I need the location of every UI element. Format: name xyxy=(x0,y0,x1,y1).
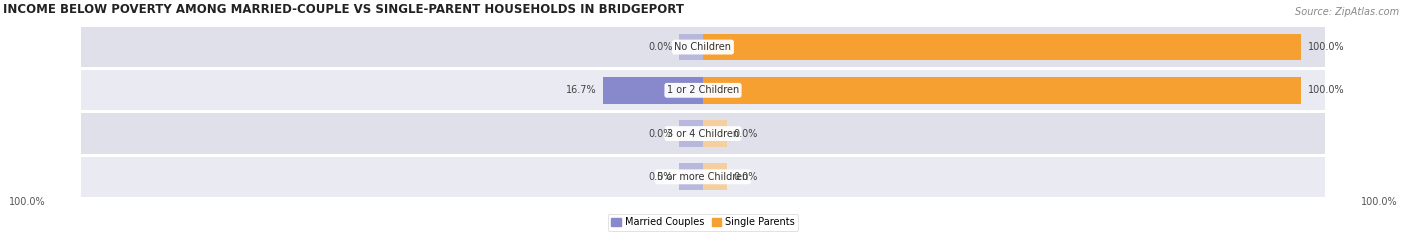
Text: 0.0%: 0.0% xyxy=(648,42,673,52)
Bar xyxy=(679,34,703,61)
Bar xyxy=(703,34,1302,61)
Bar xyxy=(703,34,727,61)
Bar xyxy=(80,113,1326,154)
Bar xyxy=(679,120,703,147)
Text: 3 or 4 Children: 3 or 4 Children xyxy=(666,129,740,139)
Bar xyxy=(679,77,703,104)
Bar xyxy=(703,77,1302,104)
Bar xyxy=(703,120,727,147)
Bar xyxy=(80,157,1326,197)
Text: 0.0%: 0.0% xyxy=(648,172,673,182)
Bar xyxy=(703,163,727,190)
Bar xyxy=(679,163,703,190)
Text: 0.0%: 0.0% xyxy=(648,129,673,139)
Bar xyxy=(80,70,1326,110)
Bar xyxy=(603,77,703,104)
Text: No Children: No Children xyxy=(675,42,731,52)
Text: 5 or more Children: 5 or more Children xyxy=(658,172,748,182)
Text: Source: ZipAtlas.com: Source: ZipAtlas.com xyxy=(1295,7,1399,17)
Bar xyxy=(703,77,727,104)
Legend: Married Couples, Single Parents: Married Couples, Single Parents xyxy=(607,214,799,231)
Text: 100.0%: 100.0% xyxy=(8,197,45,207)
Text: 0.0%: 0.0% xyxy=(733,172,758,182)
Text: 100.0%: 100.0% xyxy=(1308,42,1344,52)
Text: 0.0%: 0.0% xyxy=(733,129,758,139)
Bar xyxy=(80,27,1326,67)
Text: 16.7%: 16.7% xyxy=(567,85,598,95)
Text: 1 or 2 Children: 1 or 2 Children xyxy=(666,85,740,95)
Text: INCOME BELOW POVERTY AMONG MARRIED-COUPLE VS SINGLE-PARENT HOUSEHOLDS IN BRIDGEP: INCOME BELOW POVERTY AMONG MARRIED-COUPL… xyxy=(3,3,683,16)
Text: 100.0%: 100.0% xyxy=(1361,197,1398,207)
Text: 100.0%: 100.0% xyxy=(1308,85,1344,95)
